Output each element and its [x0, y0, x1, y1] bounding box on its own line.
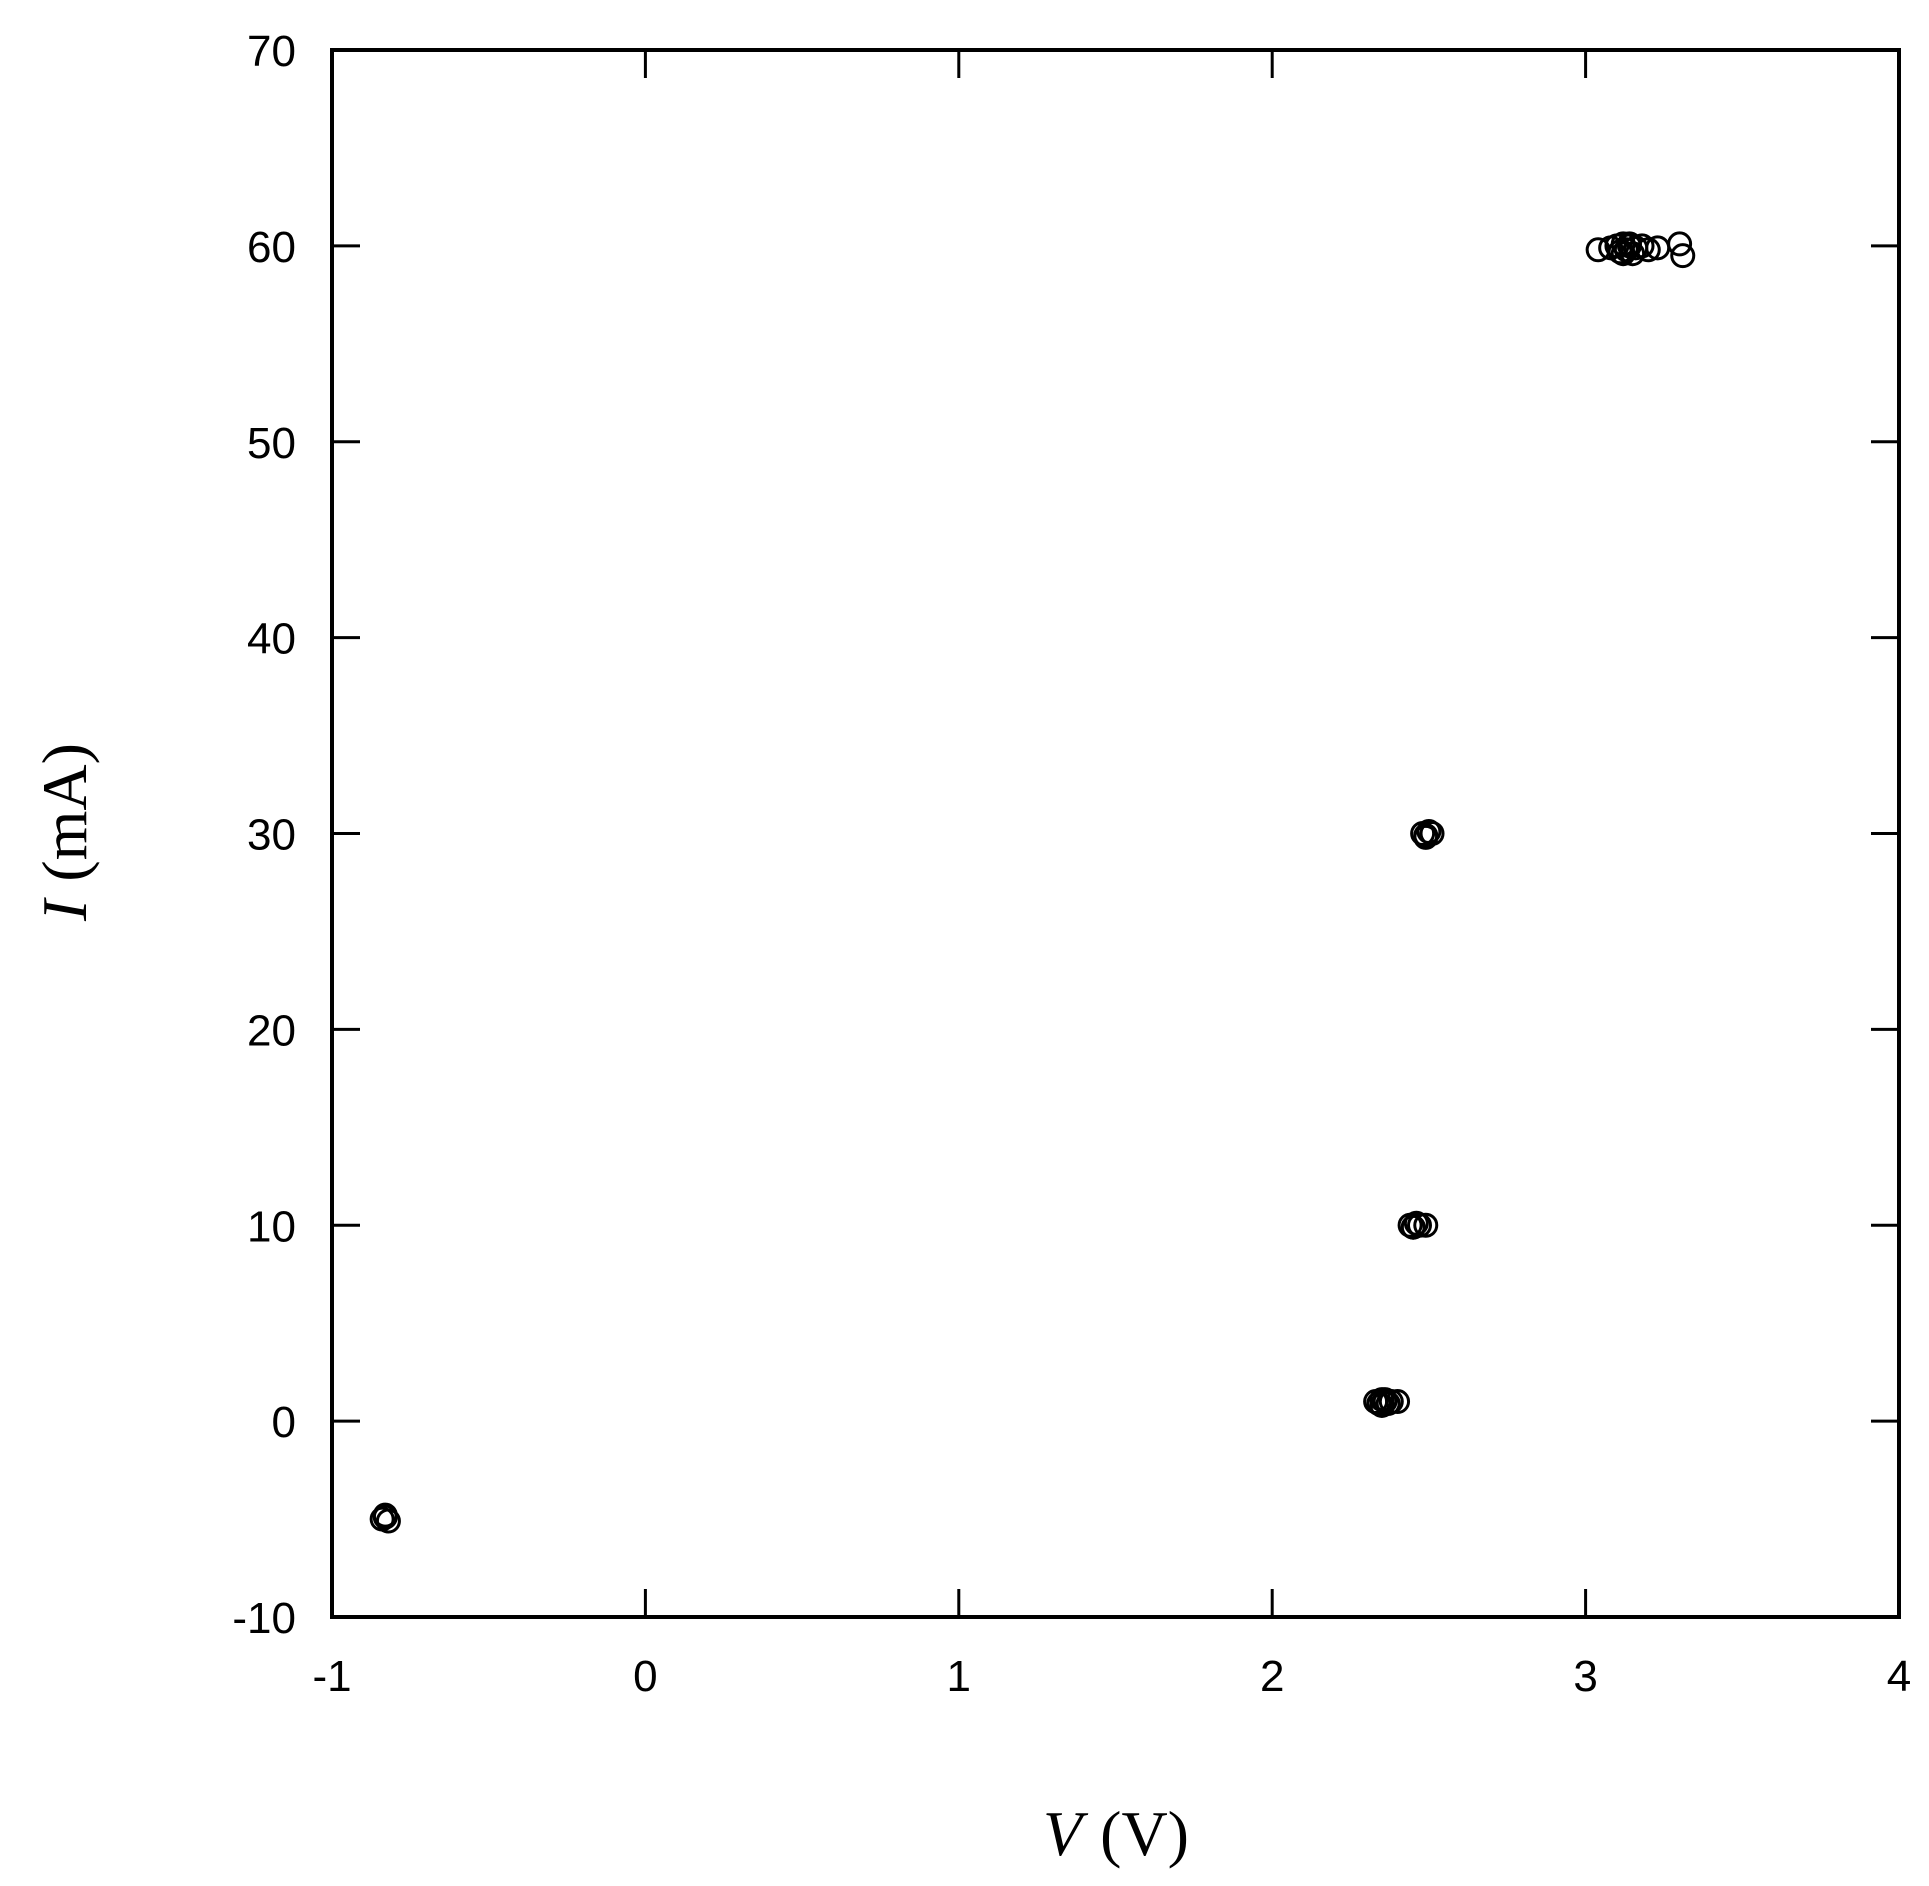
data-point: [1385, 1389, 1411, 1415]
data-point: [1413, 824, 1439, 850]
y-tick-label: 50: [247, 419, 296, 468]
data-point: [1400, 1214, 1426, 1240]
y-tick-label: 40: [247, 615, 296, 664]
y-tick-label: -10: [232, 1594, 296, 1643]
y-tick-label: 70: [247, 27, 296, 76]
y-axis-label: I (mA): [29, 743, 100, 922]
axis-ticks: [330, 48, 1901, 1619]
data-point: [1670, 243, 1696, 269]
x-axis-symbol: V: [1043, 1798, 1089, 1869]
x-axis-unit: (V): [1100, 1798, 1189, 1869]
data-point: [1413, 1212, 1439, 1238]
x-tick-label: 0: [633, 1652, 657, 1701]
plot-frame: [330, 48, 1901, 1619]
x-tick-label: -1: [312, 1652, 351, 1701]
y-axis-unit: (mA): [29, 743, 100, 882]
y-tick-label: 30: [247, 811, 296, 860]
y-tick-label: 0: [272, 1398, 296, 1447]
x-tick-label: 1: [947, 1652, 971, 1701]
data-points: [369, 231, 1696, 1534]
x-tick-label: 2: [1260, 1652, 1284, 1701]
x-tick-label: 4: [1887, 1652, 1911, 1701]
y-tick-label: 20: [247, 1006, 296, 1055]
data-point: [1419, 821, 1445, 846]
y-tick-label: 10: [247, 1202, 296, 1251]
data-point: [375, 1508, 401, 1534]
data-point: [1372, 1387, 1398, 1413]
data-point: [372, 1504, 398, 1530]
y-axis-symbol: I: [29, 897, 100, 922]
data-point: [1616, 231, 1642, 257]
y-tick-label: 60: [247, 223, 296, 272]
data-point: [1667, 231, 1693, 257]
x-tick-label: 3: [1573, 1652, 1597, 1701]
x-axis-label: V (V): [1043, 1798, 1189, 1869]
